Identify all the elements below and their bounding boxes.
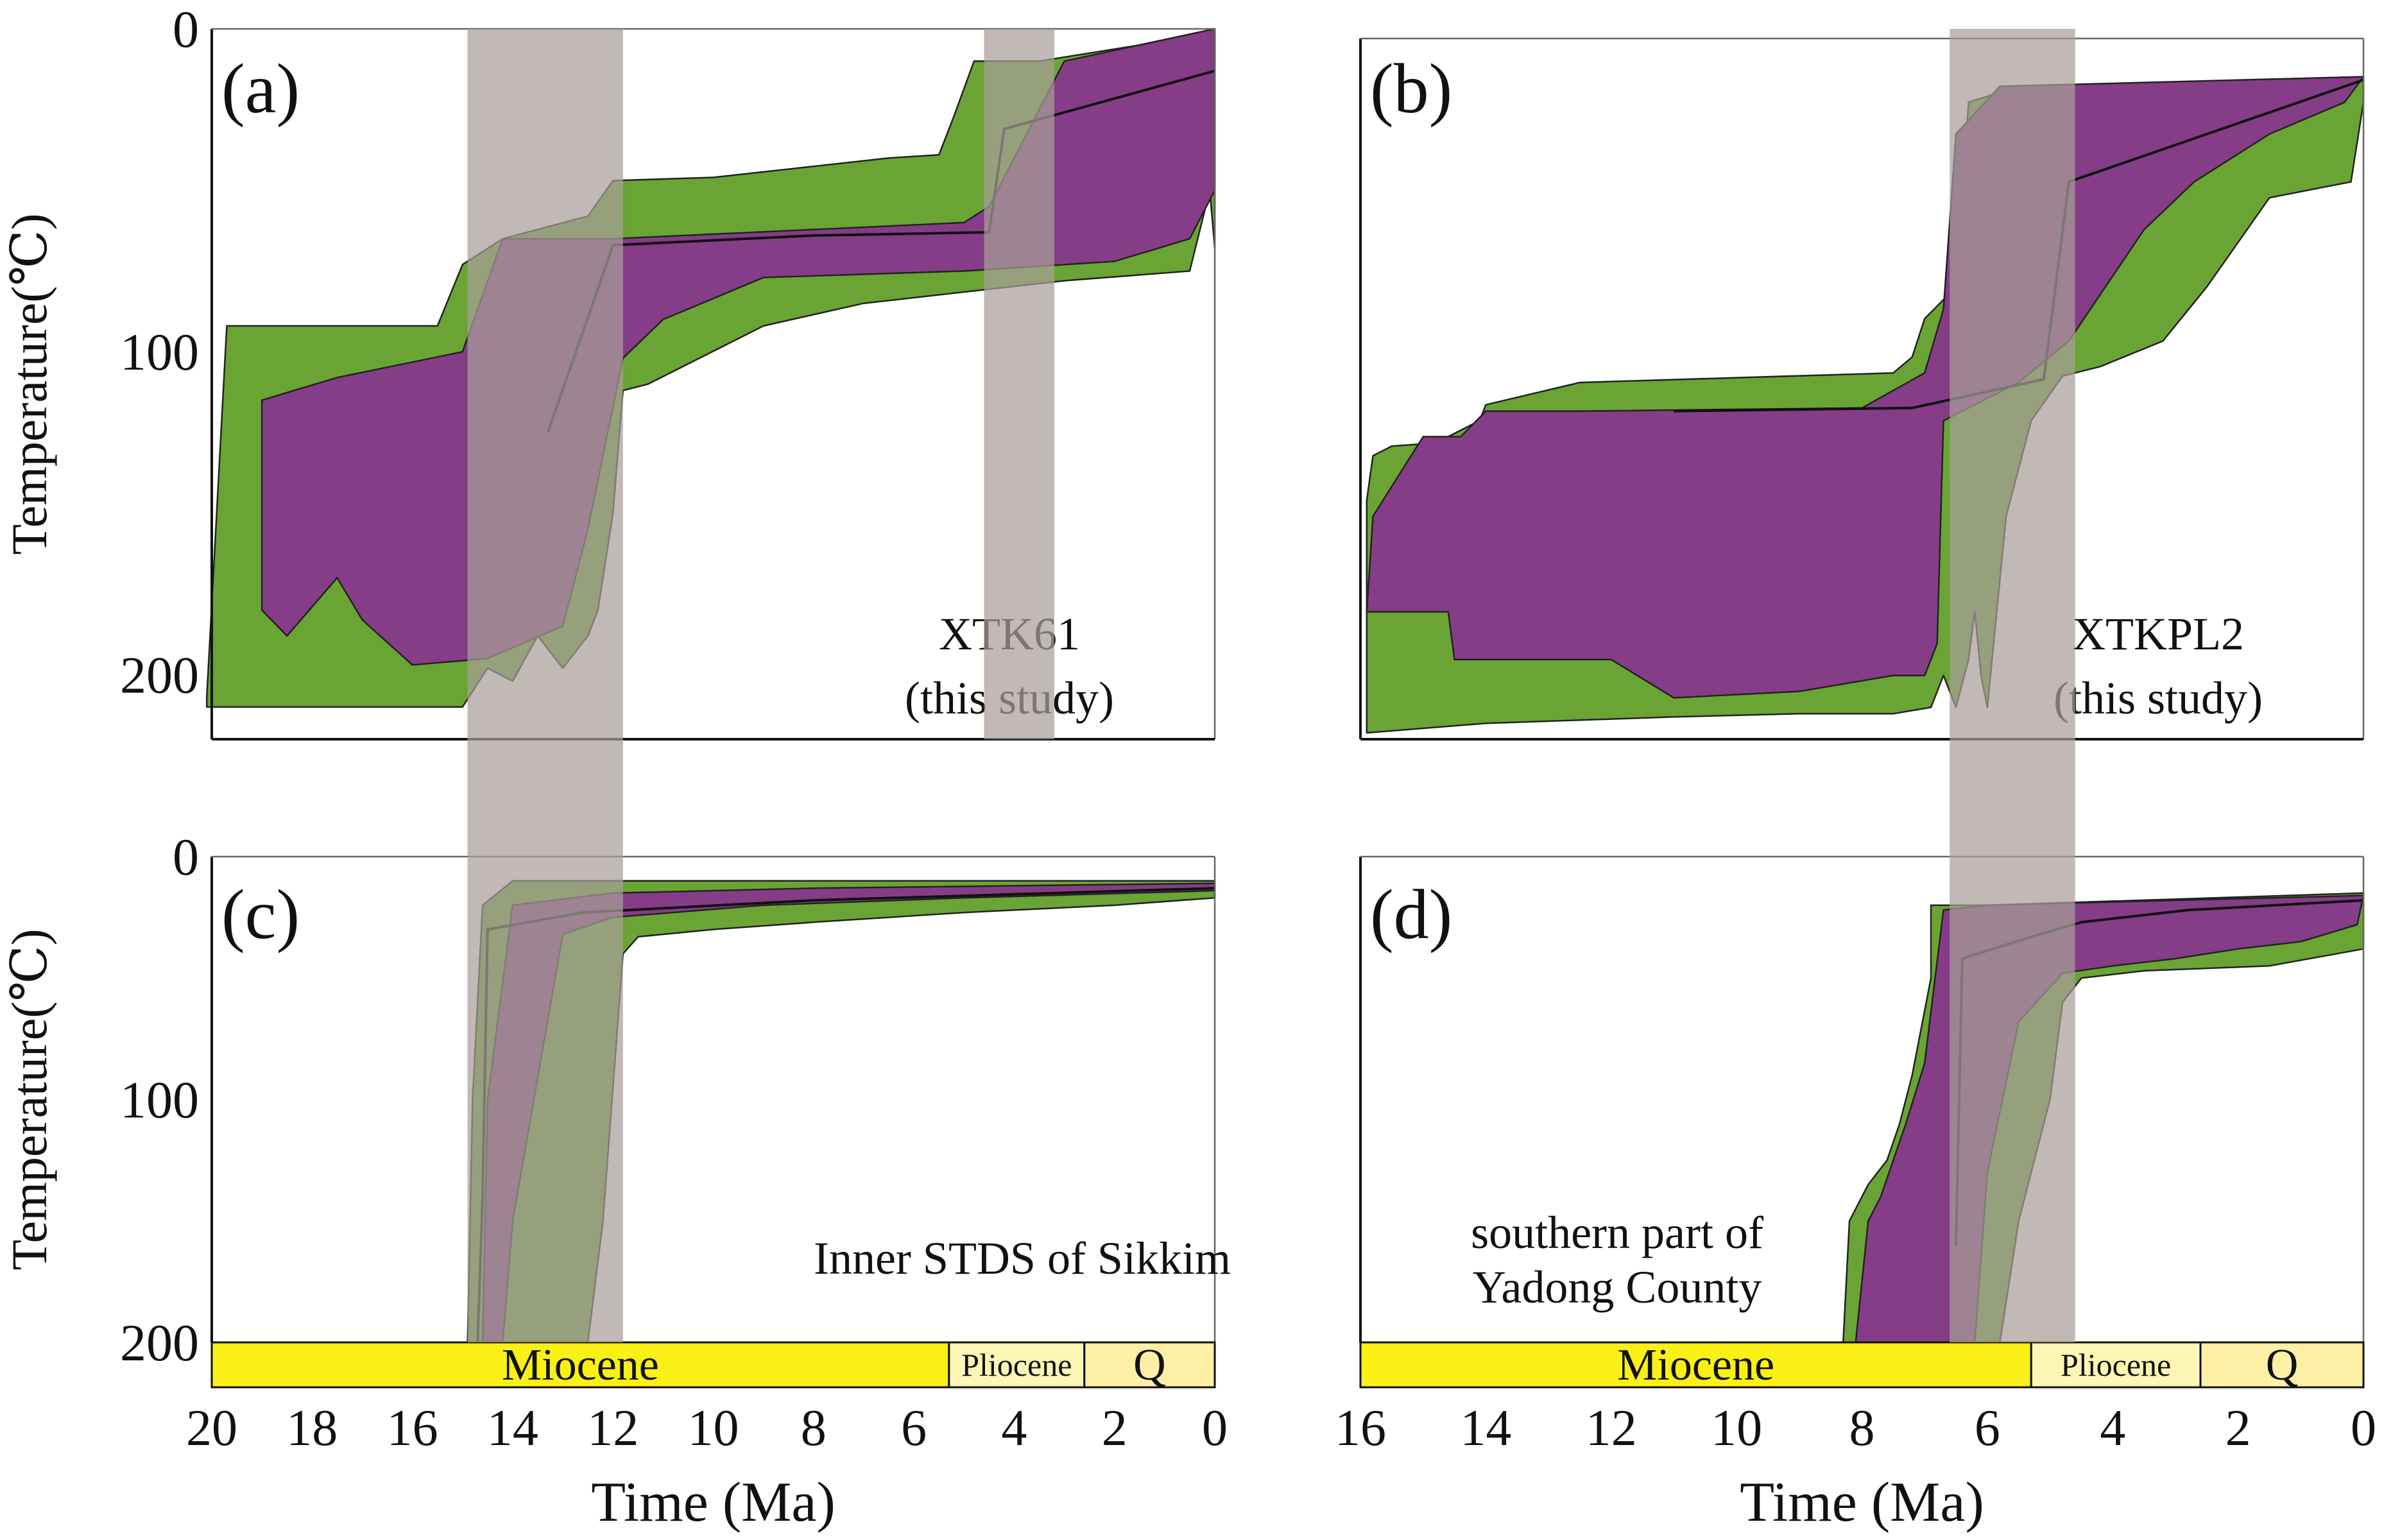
- gray-band-a: [984, 29, 1054, 739]
- epoch-q: [2199, 1341, 2365, 1389]
- x-tick-label: 8: [1849, 1400, 1875, 1457]
- epoch-label: Pliocene: [2061, 1347, 2171, 1383]
- x-tick-label: 6: [1975, 1400, 2000, 1457]
- y-tick-label: 200: [120, 646, 199, 704]
- x-axis-title: Time (Ma): [591, 1471, 836, 1534]
- x-tick-label: 10: [1711, 1400, 1762, 1457]
- epoch-miocene: [210, 1341, 950, 1389]
- panel-label: (b): [1370, 49, 1452, 128]
- y-tick-label: 0: [173, 0, 199, 58]
- region-name-line1: southern part of: [1471, 1207, 1763, 1258]
- sample-name: XTKPL2: [2072, 608, 2244, 660]
- good-fit-envelope: [1366, 76, 2365, 699]
- gray-band-a-c: [467, 29, 623, 1342]
- sample-source: (this study): [2054, 672, 2263, 724]
- y-tick-label: 0: [173, 828, 199, 886]
- y-axis-title: Temperature(℃): [1, 213, 57, 554]
- x-tick-label: 0: [1202, 1400, 1228, 1457]
- epoch-pliocene: [948, 1341, 1086, 1389]
- x-tick-label: 14: [1460, 1400, 1511, 1457]
- y-tick-label: 200: [120, 1313, 199, 1372]
- x-tick-label: 4: [2100, 1400, 2125, 1457]
- y-tick-label: 100: [120, 1071, 199, 1129]
- x-tick-label: 20: [186, 1400, 237, 1457]
- epoch-label: Q: [2266, 1340, 2299, 1390]
- x-tick-label: 14: [487, 1400, 538, 1457]
- panel-b: (b) XTKPL2 (this study): [1359, 37, 2365, 740]
- gray-band-b-d: [1950, 29, 2075, 1342]
- x-tick-label: 16: [387, 1400, 438, 1457]
- x-tick-label: 16: [1335, 1400, 1386, 1457]
- highlight-bands: [467, 29, 2075, 1342]
- panel-label: (d): [1370, 875, 1452, 954]
- y-axis-title: Temperature(℃): [1, 928, 57, 1270]
- y-tick-label: 100: [120, 323, 199, 381]
- epoch-label: Pliocene: [961, 1347, 1072, 1383]
- x-tick-label: 6: [901, 1400, 927, 1457]
- panel-label: (a): [221, 49, 300, 128]
- x-tick-label: 0: [2351, 1400, 2376, 1457]
- epoch-label: Miocene: [502, 1340, 659, 1390]
- x-tick-label: 2: [1102, 1400, 1128, 1457]
- x-tick-label: 12: [1586, 1400, 1637, 1457]
- panel-label: (c): [221, 875, 300, 954]
- x-tick-label: 10: [688, 1400, 739, 1457]
- x-tick-label: 12: [587, 1400, 639, 1457]
- region-name: Inner STDS of Sikkim: [814, 1233, 1231, 1284]
- x-tick-label: 18: [286, 1400, 338, 1457]
- x-tick-label: 4: [1001, 1400, 1027, 1457]
- x-tick-label: 8: [801, 1400, 827, 1457]
- region-name-line2: Yadong County: [1473, 1262, 1762, 1313]
- epoch-label: Q: [1133, 1340, 1166, 1390]
- plot-area: [212, 857, 1215, 1342]
- x-axis-title: Time (Ma): [1740, 1471, 1984, 1534]
- epoch-label: Miocene: [1617, 1340, 1774, 1390]
- epoch-q: [1083, 1341, 1216, 1389]
- x-tick-label: 2: [2225, 1400, 2251, 1457]
